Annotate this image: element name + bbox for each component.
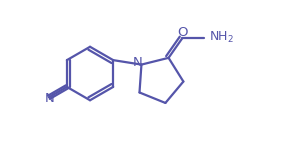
Text: N: N bbox=[44, 92, 54, 105]
Text: O: O bbox=[177, 26, 187, 39]
Text: N: N bbox=[133, 56, 143, 69]
Text: NH$_2$: NH$_2$ bbox=[209, 30, 234, 45]
